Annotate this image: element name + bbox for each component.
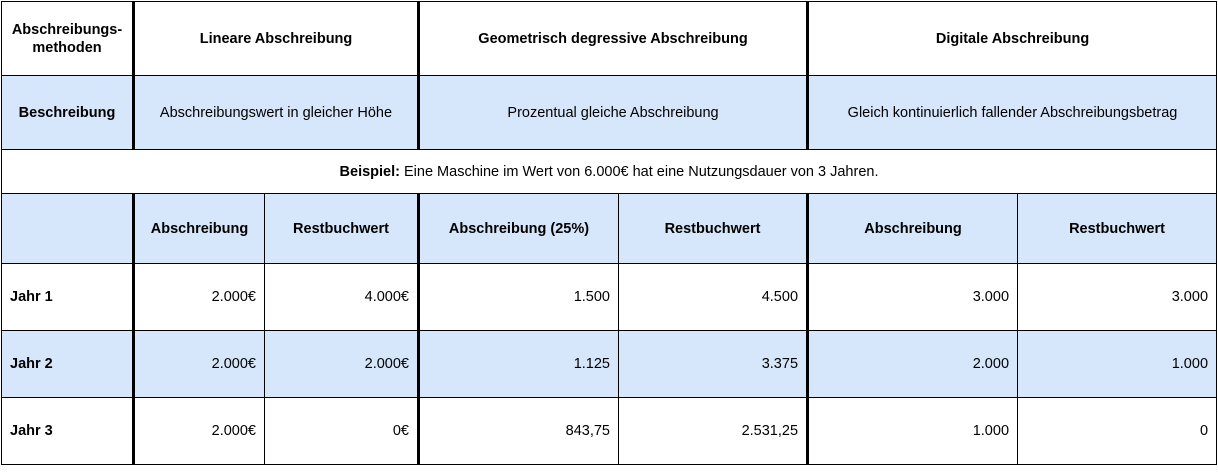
geometric-abschreibung-cell: 1.125	[418, 330, 619, 398]
year-label: Jahr 2	[10, 356, 53, 372]
linear-restbuchwert-value: 2.000€	[364, 356, 409, 372]
digital-restbuchwert-value: 0	[1199, 423, 1209, 439]
digital-restbuchwert-cell: 1.000	[1017, 330, 1218, 398]
year-label-cell: Jahr 1	[1, 263, 135, 331]
digital-restbuchwert-value: 1.000	[1171, 356, 1209, 372]
linear-restbuchwert-label: Restbuchwert	[293, 220, 389, 237]
digital-restbuchwert-cell: 0	[1017, 397, 1218, 465]
year-label: Jahr 1	[10, 289, 53, 305]
geometric-abschreibung-cell: 843,75	[418, 397, 619, 465]
linear-description: Abschreibungswert in gleicher Höhe	[159, 104, 393, 121]
table-row: Jahr 1 2.000€ 4.000€ 1.500 4.500 3.000 3…	[1, 263, 1218, 331]
linear-abschreibung-value: 2.000€	[211, 356, 256, 372]
description-label: Beschreibung	[18, 104, 116, 121]
geometric-abschreibung-value: 1.500	[573, 289, 610, 305]
geometric-restbuchwert-value: 4.500	[761, 289, 799, 305]
digital-restbuchwert-header: Restbuchwert	[1017, 193, 1218, 264]
geometric-header-label: Geometrisch degressive Abschreibung	[478, 30, 748, 47]
geometric-abschreibung-value: 1.125	[573, 356, 610, 372]
geometric-restbuchwert-header: Restbuchwert	[617, 193, 810, 264]
digital-abschreibung-value: 1.000	[972, 423, 1010, 439]
geometric-description: Prozentual gleiche Abschreibung	[507, 104, 719, 121]
example-text: Eine Maschine im Wert von 6.000€ hat ein…	[399, 163, 879, 180]
digital-restbuchwert-cell: 3.000	[1017, 263, 1218, 331]
linear-restbuchwert-cell: 0€	[264, 397, 420, 465]
linear-restbuchwert-value: 0€	[392, 423, 409, 439]
linear-abschreibung-value: 2.000€	[211, 289, 256, 305]
digital-abschreibung-header: Abschreibung	[807, 193, 1019, 264]
geometric-restbuchwert-cell: 3.375	[617, 330, 810, 398]
linear-abschreibung-header: Abschreibung	[133, 193, 265, 264]
table-row: Jahr 3 2.000€ 0€ 843,75 2.531,25 1.000 0	[1, 397, 1218, 465]
linear-abschreibung-value: 2.000€	[211, 423, 256, 439]
digital-header-label: Digitale Abschreibung	[935, 30, 1090, 47]
digital-restbuchwert-value: 3.000	[1171, 289, 1209, 305]
linear-abschreibung-cell: 2.000€	[133, 397, 265, 465]
geometric-restbuchwert-cell: 4.500	[617, 263, 810, 331]
geometric-abschreibung-label: Abschreibung (25%)	[448, 220, 590, 237]
geometric-abschreibung-cell: 1.500	[418, 263, 619, 331]
linear-header-label: Lineare Abschreibung	[199, 30, 353, 47]
geometric-restbuchwert-value: 2.531,25	[741, 423, 799, 439]
geometric-abschreibung-header: Abschreibung (25%)	[418, 193, 619, 264]
digital-description: Gleich kontinuierlich fallender Abschrei…	[847, 104, 1178, 121]
linear-restbuchwert-header: Restbuchwert	[264, 193, 420, 264]
year-label-cell: Jahr 2	[1, 330, 135, 398]
linear-abschreibung-label: Abschreibung	[150, 220, 249, 237]
digital-abschreibung-value: 3.000	[972, 289, 1010, 305]
subheader-row: Abschreibung Restbuchwert Abschreibung (…	[1, 193, 1218, 264]
digital-abschreibung-cell: 2.000	[807, 330, 1019, 398]
linear-description-cell: Abschreibungswert in gleicher Höhe	[133, 75, 420, 150]
linear-restbuchwert-cell: 2.000€	[264, 330, 420, 398]
digital-abschreibung-cell: 3.000	[807, 263, 1019, 331]
methods-header-cell: Abschreibungs- methoden	[1, 1, 135, 76]
geometric-restbuchwert-label: Restbuchwert	[664, 220, 761, 237]
description-label-cell: Beschreibung	[1, 75, 135, 150]
geometric-description-cell: Prozentual gleiche Abschreibung	[417, 75, 810, 150]
linear-abschreibung-cell: 2.000€	[133, 263, 265, 331]
geometric-restbuchwert-cell: 2.531,25	[617, 397, 810, 465]
linear-header-cell: Lineare Abschreibung	[133, 1, 420, 76]
linear-abschreibung-cell: 2.000€	[133, 330, 265, 398]
header-row: Abschreibungs- methoden Lineare Abschrei…	[1, 1, 1218, 76]
depreciation-table: Abschreibungs- methoden Lineare Abschrei…	[0, 1, 1218, 465]
example-cell: Beispiel: Eine Maschine im Wert von 6.00…	[0, 149, 1218, 194]
table-row: Jahr 2 2.000€ 2.000€ 1.125 3.375 2.000 1…	[1, 330, 1218, 398]
digital-abschreibung-label: Abschreibung	[864, 220, 962, 237]
linear-restbuchwert-value: 4.000€	[364, 289, 409, 305]
digital-abschreibung-cell: 1.000	[807, 397, 1019, 465]
description-row: Beschreibung Abschreibungswert in gleich…	[1, 75, 1218, 150]
year-label-cell: Jahr 3	[1, 397, 135, 465]
linear-restbuchwert-cell: 4.000€	[264, 263, 420, 331]
year-label: Jahr 3	[10, 423, 53, 439]
geometric-restbuchwert-value: 3.375	[761, 356, 799, 372]
digital-abschreibung-value: 2.000	[972, 356, 1010, 372]
digital-header-cell: Digitale Abschreibung	[807, 1, 1218, 76]
example-row: Beispiel: Eine Maschine im Wert von 6.00…	[0, 149, 1218, 194]
digital-description-cell: Gleich kontinuierlich fallender Abschrei…	[807, 75, 1218, 150]
example-label: Beispiel:	[339, 163, 400, 180]
geometric-abschreibung-value: 843,75	[565, 423, 610, 439]
geometric-header-cell: Geometrisch degressive Abschreibung	[417, 1, 810, 76]
methods-header-label: Abschreibungs- methoden	[11, 21, 123, 56]
subheader-empty-cell	[1, 193, 135, 264]
digital-restbuchwert-label: Restbuchwert	[1069, 220, 1165, 237]
